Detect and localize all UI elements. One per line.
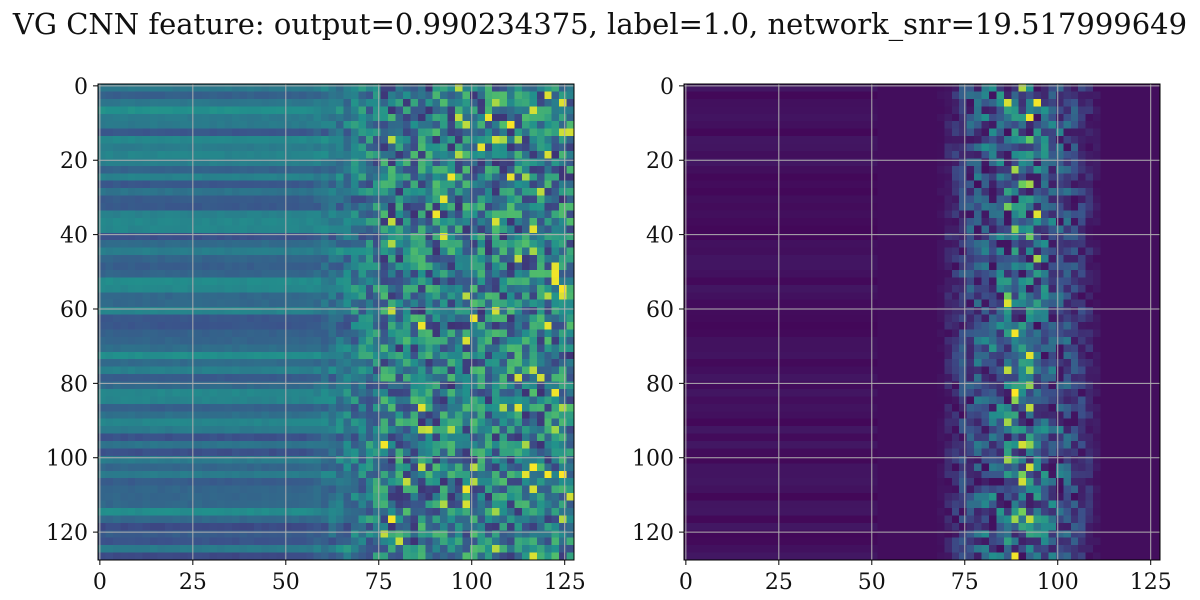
y-tick-label: 0 xyxy=(660,75,674,100)
y-tick-label: 80 xyxy=(60,372,88,397)
x-tick-label: 125 xyxy=(1130,570,1172,595)
y-tick-label: 120 xyxy=(46,521,88,546)
y-tick-label: 100 xyxy=(46,447,88,472)
x-tick-label: 75 xyxy=(951,570,979,595)
right-heatmap-cells xyxy=(684,84,1160,560)
x-tick-label: 0 xyxy=(679,570,693,595)
x-tick-label: 50 xyxy=(858,570,886,595)
x-tick-label: 0 xyxy=(93,570,107,595)
y-tick-label: 40 xyxy=(646,224,674,249)
x-tick-label: 75 xyxy=(365,570,393,595)
y-tick-label: 40 xyxy=(60,224,88,249)
x-tick-label: 100 xyxy=(451,570,493,595)
right-heatmap-panel: 0 25 50 75 100 125 0 20 40 60 80 100 120 xyxy=(632,75,1172,595)
x-tick-label: 25 xyxy=(765,570,793,595)
axes-frame xyxy=(97,83,575,561)
x-tick-label: 100 xyxy=(1037,570,1079,595)
y-tick-label: 80 xyxy=(646,372,674,397)
axes-frame xyxy=(683,83,1161,561)
y-tick-label: 0 xyxy=(74,75,88,100)
figure-title: VG CNN feature: output=0.990234375, labe… xyxy=(12,7,1187,42)
y-tick-label: 120 xyxy=(632,521,674,546)
y-tick-label: 20 xyxy=(60,149,88,174)
left-heatmap-panel: 0 25 50 75 100 125 0 20 40 60 80 100 120 xyxy=(46,75,586,595)
left-heatmap-cells xyxy=(98,84,574,560)
y-tick-label: 100 xyxy=(632,447,674,472)
x-tick-label: 50 xyxy=(272,570,300,595)
x-tick-label: 125 xyxy=(544,570,586,595)
y-tick-label: 60 xyxy=(60,298,88,323)
x-tick-label: 25 xyxy=(179,570,207,595)
y-tick-label: 60 xyxy=(646,298,674,323)
y-tick-label: 20 xyxy=(646,149,674,174)
